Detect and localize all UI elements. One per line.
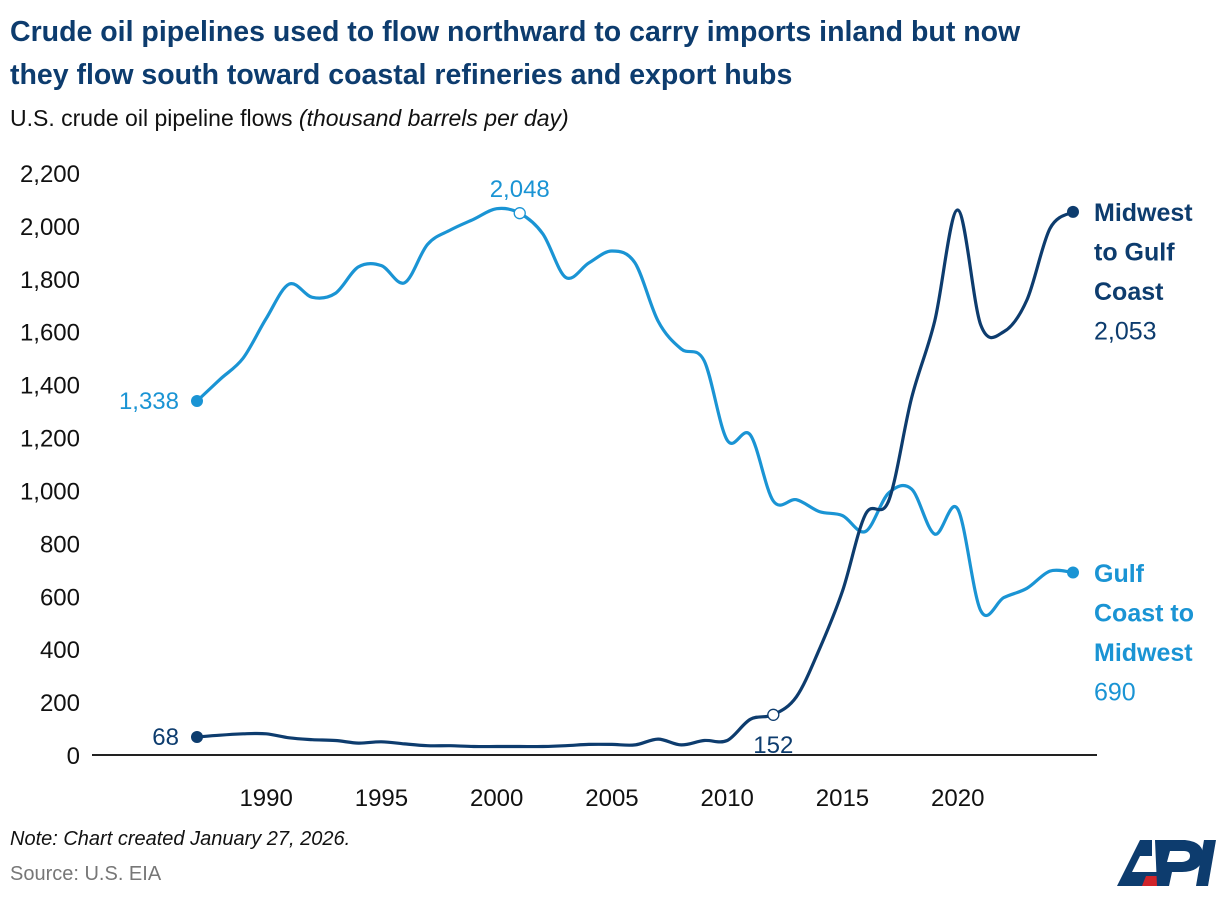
y-tick-label: 400	[40, 637, 80, 664]
subtitle-unit: (thousand barrels per day)	[299, 105, 569, 131]
x-tick-label: 2010	[701, 785, 754, 812]
series-name-line: Coast	[1094, 278, 1164, 306]
y-tick-label: 800	[40, 531, 80, 558]
series-lines	[195, 206, 1075, 749]
y-tick-label: 1,000	[20, 478, 80, 505]
series-name-line: Gulf	[1094, 560, 1145, 588]
chart-title-line-2: they flow south toward coastal refinerie…	[10, 59, 792, 91]
series-name-line: Coast to	[1094, 600, 1194, 628]
series-line-1	[195, 208, 1075, 749]
series-end-marker-1	[1067, 205, 1079, 218]
series-start-value-0: 1,338	[119, 388, 179, 415]
x-tick-label: 1990	[239, 785, 292, 812]
y-tick-label: 1,600	[20, 320, 80, 347]
x-tick-label: 2020	[931, 785, 984, 812]
y-tick-label: 1,200	[20, 426, 80, 453]
series-name-line: Midwest	[1094, 639, 1193, 667]
x-tick-label: 2015	[816, 785, 869, 812]
annotation-marker-1	[767, 708, 780, 721]
series-line-0	[195, 206, 1075, 618]
annotation-label-1: 152	[753, 732, 793, 759]
series-start-marker-0	[191, 395, 203, 408]
y-tick-label: 200	[40, 690, 80, 717]
chart-source: Source: U.S. EIA	[10, 863, 162, 885]
series-start-marker-1	[191, 731, 203, 744]
chart-note: Note: Chart created January 27, 2026.	[10, 828, 350, 850]
chart-subtitle: U.S. crude oil pipeline flows (thousand …	[10, 105, 569, 131]
series-end-value-0: 690	[1094, 679, 1136, 707]
y-tick-label: 1,400	[20, 373, 80, 400]
subtitle-text: U.S. crude oil pipeline flows	[10, 105, 293, 131]
api-logo	[1117, 840, 1216, 886]
x-tick-label: 2000	[470, 785, 523, 812]
y-tick-label: 2,200	[20, 161, 80, 188]
y-axis-ticks: 0 200 400 600 800 1,000 1,200 1,400 1,600 1,800 2,…	[20, 161, 80, 770]
series-labels: 1,338 Gulf Coast to Midwest 690 68 Midwest to G…	[119, 176, 1194, 759]
y-tick-label: 1,800	[20, 267, 80, 294]
x-tick-label: 1995	[355, 785, 408, 812]
chart-title-line-1: Crude oil pipelines used to flow northwa…	[10, 16, 1021, 48]
y-tick-label: 2,000	[20, 214, 80, 241]
annotation-label-0: 2,048	[490, 176, 550, 203]
series-name-line: to Gulf	[1094, 239, 1175, 267]
annotation-marker-0	[513, 207, 526, 220]
y-tick-label: 0	[67, 743, 80, 770]
series-markers	[191, 205, 1079, 744]
series-end-value-1: 2,053	[1094, 318, 1157, 346]
series-end-marker-0	[1067, 566, 1079, 579]
series-start-value-1: 68	[152, 724, 179, 751]
x-tick-label: 2005	[585, 785, 638, 812]
x-axis-ticks: 1990 1995 2000 2005 2010 2015 2020	[239, 785, 984, 812]
series-name-line: Midwest	[1094, 199, 1193, 227]
y-tick-label: 600	[40, 584, 80, 611]
